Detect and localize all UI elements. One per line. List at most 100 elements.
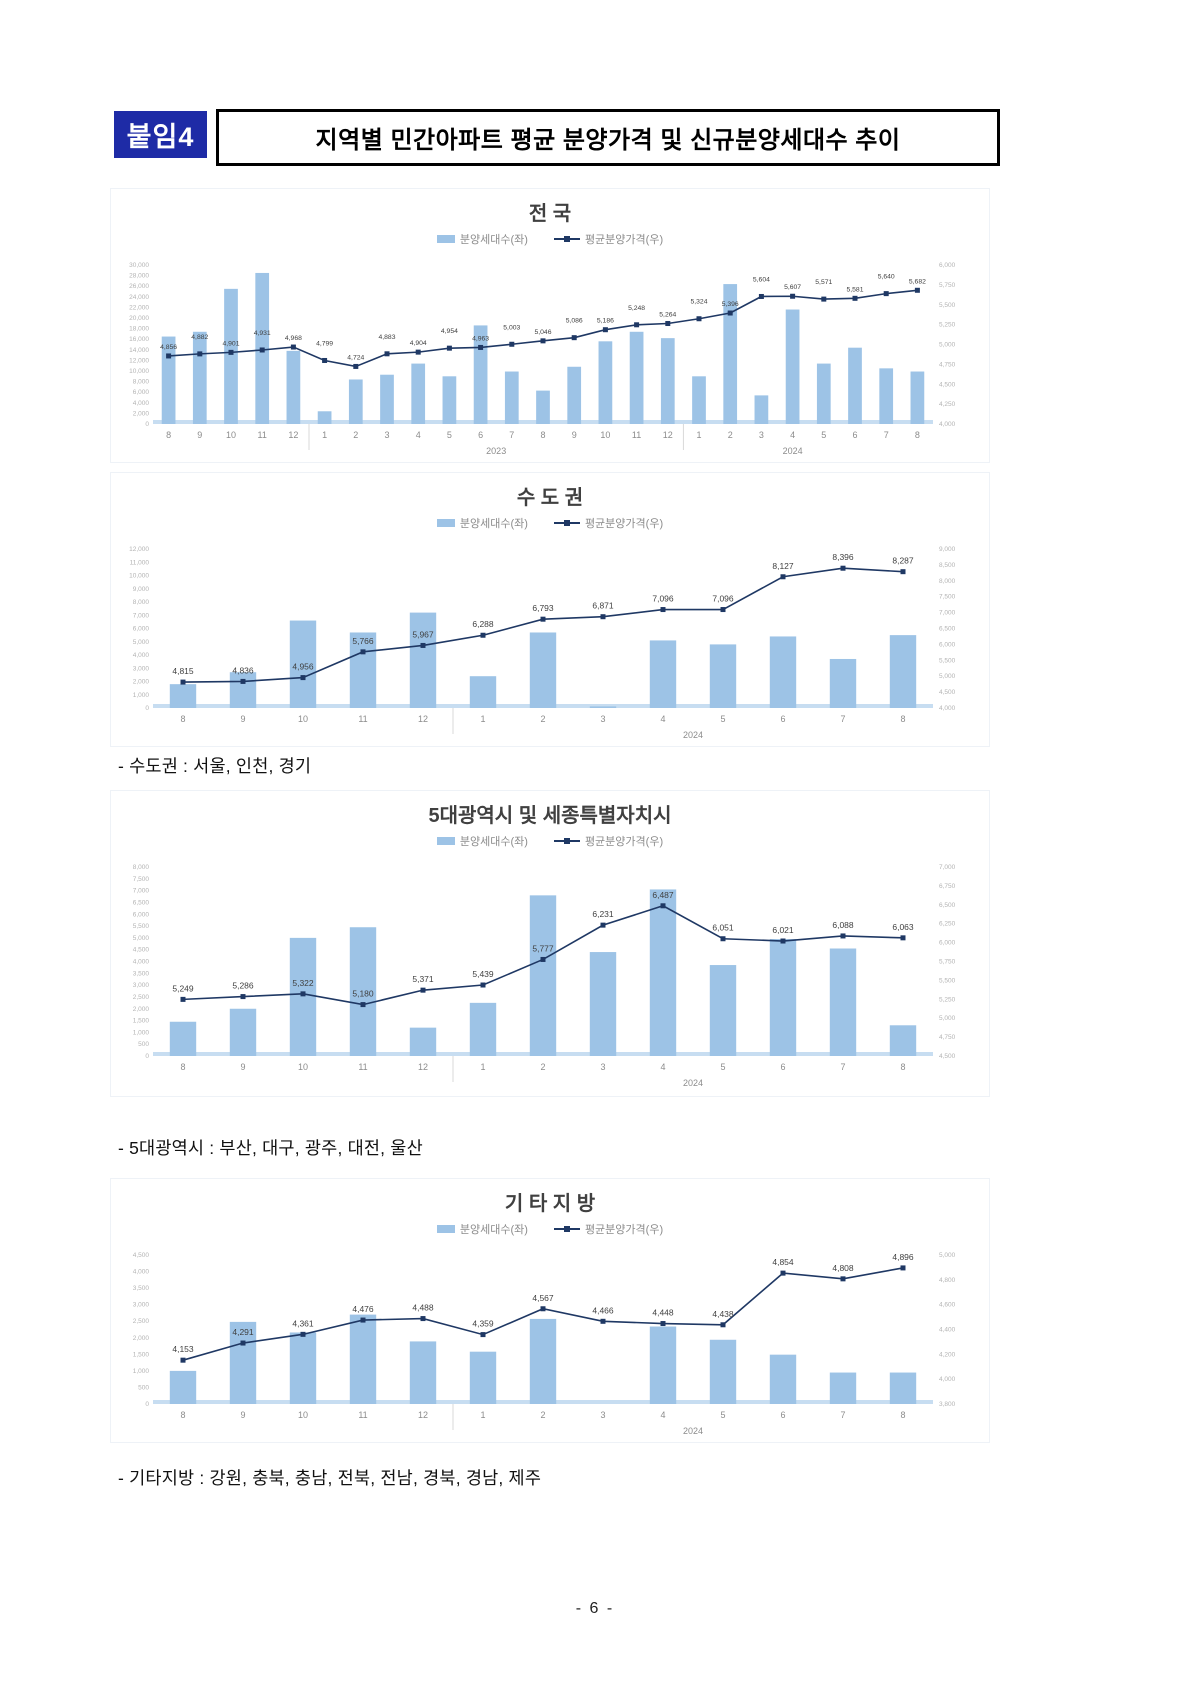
left-axis-tick-label: 12,000 bbox=[129, 546, 149, 553]
x-tick-label: 8 bbox=[900, 714, 905, 724]
point-label: 4,836 bbox=[232, 665, 254, 675]
point-label: 4,901 bbox=[222, 340, 239, 347]
point-label: 6,051 bbox=[712, 923, 734, 933]
left-axis-tick-label: 8,000 bbox=[133, 599, 150, 606]
bar bbox=[192, 331, 207, 424]
year-label: 2023 bbox=[486, 446, 506, 456]
bar bbox=[229, 1321, 257, 1404]
chart-plot: 0 1,000 2,000 3,000 4,000 5,000 6,000 7,000 8,00… bbox=[129, 546, 956, 740]
x-tick-label: 8 bbox=[915, 430, 920, 440]
data-point-marker bbox=[900, 1265, 906, 1271]
legend-label-price: 평균분양가격(우) bbox=[584, 518, 664, 530]
data-point-marker bbox=[660, 1321, 666, 1327]
point-label: 4,488 bbox=[412, 1303, 434, 1313]
note-five-metro-cities: - 5대광역시 : 부산, 대구, 광주, 대전, 울산 bbox=[118, 1138, 423, 1158]
point-label: 4,963 bbox=[472, 335, 489, 342]
chart-title: 수 도 권 bbox=[516, 487, 584, 509]
left-axis-tick-label: 4,000 bbox=[133, 652, 150, 659]
bar bbox=[504, 371, 519, 424]
bar bbox=[889, 1025, 917, 1056]
x-tick-label: 6 bbox=[478, 430, 483, 440]
x-tick-label: 5 bbox=[720, 1062, 725, 1072]
data-point-marker bbox=[758, 293, 764, 299]
bar bbox=[889, 1372, 917, 1404]
bar bbox=[598, 341, 613, 424]
data-point-marker bbox=[240, 678, 246, 684]
data-point-marker bbox=[780, 574, 786, 580]
line-swatch-icon bbox=[553, 519, 580, 527]
page-title: 지역별 민간아파트 평균 분양가격 및 신규분양세대수 추이 bbox=[216, 109, 1000, 166]
x-tick-label: 5 bbox=[821, 430, 826, 440]
legend-item-price: 평균분양가격(우) bbox=[553, 231, 663, 247]
bar bbox=[816, 363, 831, 424]
chart-other-regions: 기 타 지 방 분양세대수(좌) 평균분양가격(우) 0 500 1,000 1,500 2,… bbox=[110, 1178, 990, 1443]
bar bbox=[629, 331, 644, 424]
x-tick-label: 8 bbox=[180, 1062, 185, 1072]
left-axis-tick-label: 20,000 bbox=[129, 315, 149, 322]
bar bbox=[567, 366, 582, 424]
point-label: 4,466 bbox=[592, 1305, 614, 1315]
data-point-marker bbox=[420, 642, 426, 648]
point-label: 4,448 bbox=[652, 1308, 674, 1318]
point-label: 4,896 bbox=[892, 1252, 914, 1262]
data-point-marker bbox=[166, 353, 172, 359]
x-tick-label: 12 bbox=[288, 430, 298, 440]
bar bbox=[317, 411, 332, 424]
data-point-marker bbox=[780, 938, 786, 944]
x-tick-label: 9 bbox=[240, 714, 245, 724]
legend-item-units: 분양세대수(좌) bbox=[436, 515, 528, 531]
x-tick-label: 9 bbox=[240, 1062, 245, 1072]
x-tick-label: 4 bbox=[790, 430, 795, 440]
bar bbox=[829, 1372, 857, 1404]
point-label: 4,438 bbox=[712, 1309, 734, 1319]
left-axis-tick-label: 1,000 bbox=[133, 1029, 150, 1036]
x-tick-label: 12 bbox=[418, 1410, 428, 1420]
right-axis-tick-label: 5,250 bbox=[939, 996, 956, 1003]
x-axis-month-labels: 8 9 10 11 12 1 2 3 4 5 6 7 8 9 10 11 12 1 2 3 4 5 6 7 8 bbox=[166, 430, 920, 440]
data-point-marker bbox=[852, 295, 858, 301]
x-tick-label: 8 bbox=[540, 430, 545, 440]
left-axis-tick-label: 3,500 bbox=[133, 970, 150, 977]
data-point-marker bbox=[720, 607, 726, 613]
x-tick-label: 8 bbox=[900, 1062, 905, 1072]
bar bbox=[879, 368, 894, 424]
x-tick-label: 9 bbox=[572, 430, 577, 440]
x-tick-label: 3 bbox=[600, 1062, 605, 1072]
right-axis-tick-label: 6,500 bbox=[939, 902, 956, 909]
bar bbox=[769, 1354, 797, 1404]
chart-nationwide: 전 국 분양세대수(좌) 평균분양가격(우) 0 2,000 4,000 6,000 8,00… bbox=[110, 188, 990, 463]
point-labels: 4,856 4,882 4,901 4,931 4,968 4,799 4,724 4,883… bbox=[160, 274, 926, 362]
point-label: 4,153 bbox=[172, 1344, 194, 1354]
note-seoul-metro-area: - 수도권 : 서울, 인천, 경기 bbox=[118, 756, 312, 776]
x-tick-label: 3 bbox=[384, 430, 389, 440]
chart-plot: 0 500 1,000 1,500 2,000 2,500 3,000 3,500 4,000 4… bbox=[133, 864, 956, 1088]
bar bbox=[769, 939, 797, 1056]
left-axis-tick-label: 8,000 bbox=[133, 379, 150, 386]
left-axis-tick-label: 14,000 bbox=[129, 347, 149, 354]
page-number: - 6 - bbox=[575, 1600, 615, 1617]
bar bbox=[409, 1027, 437, 1056]
x-tick-label: 9 bbox=[197, 430, 202, 440]
point-label: 4,956 bbox=[292, 662, 314, 672]
data-point-marker bbox=[480, 632, 486, 638]
left-axis-tick-label: 7,000 bbox=[133, 888, 150, 895]
data-point-marker bbox=[840, 933, 846, 939]
left-axis-tick-label: 11,000 bbox=[130, 559, 150, 566]
data-point-marker bbox=[300, 675, 306, 681]
left-axis-tick-label: 5,500 bbox=[133, 923, 150, 930]
x-tick-label: 6 bbox=[780, 714, 785, 724]
bar bbox=[469, 1002, 497, 1056]
point-label: 5,248 bbox=[628, 305, 645, 312]
chart-legend: 분양세대수(좌) 평균분양가격(우) bbox=[111, 229, 989, 249]
left-axis-tick-label: 12,000 bbox=[129, 357, 149, 364]
right-axis: 4,500 4,750 5,000 5,250 5,500 5,750 6,000 6,250… bbox=[939, 864, 956, 1060]
left-axis-tick-label: 1,000 bbox=[133, 692, 150, 699]
x-tick-label: 2 bbox=[540, 1062, 545, 1072]
bar bbox=[529, 895, 557, 1056]
point-label: 5,322 bbox=[292, 978, 314, 988]
x-tick-label: 4 bbox=[660, 1410, 665, 1420]
bar bbox=[224, 288, 238, 424]
x-tick-label: 10 bbox=[600, 430, 610, 440]
bar-swatch-icon bbox=[436, 837, 455, 845]
